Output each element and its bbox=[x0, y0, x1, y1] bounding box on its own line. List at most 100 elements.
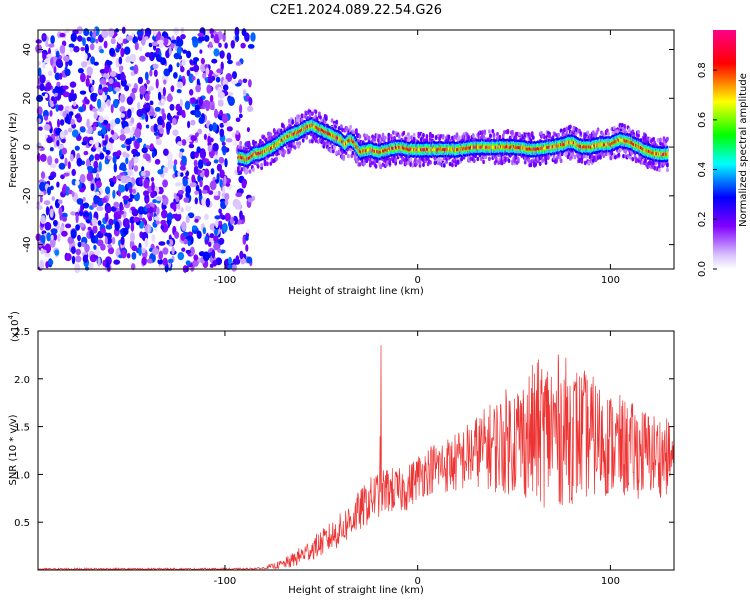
spectrogram-ridge-halo-cell bbox=[541, 158, 544, 163]
spectrogram-ridge-halo-cell bbox=[454, 160, 458, 166]
spectrogram-noise-cell bbox=[198, 251, 205, 257]
spectrogram-ridge-halo-cell bbox=[349, 124, 352, 130]
colorbar: 0.00.20.40.60.8 Normalized spectral ampl… bbox=[697, 30, 749, 277]
spectrogram-ridge-halo-cell bbox=[624, 149, 628, 154]
spectrogram-noise-cell bbox=[109, 47, 116, 57]
spectrogram-noise-cell bbox=[130, 106, 135, 113]
spectrogram-noise-cell bbox=[82, 254, 89, 263]
spectrogram-ridge-halo-cell bbox=[346, 153, 350, 159]
spectrogram-noise-cell bbox=[179, 98, 183, 109]
spectrogram-ridge-halo-cell bbox=[586, 130, 590, 135]
spectrogram-noise-cell bbox=[198, 189, 202, 197]
spectrogram-noise-cell bbox=[177, 202, 181, 210]
spectrogram-ridge-cell bbox=[253, 153, 256, 156]
spectrogram-ridge-cell bbox=[378, 150, 381, 154]
spectrogram-ridge-halo-cell bbox=[568, 124, 572, 129]
spectrogram-noise-cell bbox=[62, 111, 67, 118]
spectrogram-noise-cell bbox=[36, 152, 41, 162]
spectrogram-ridge-cell bbox=[556, 144, 559, 148]
spectrogram-noise-cell bbox=[156, 206, 160, 215]
spectrogram-ridge-halo-cell bbox=[476, 156, 480, 162]
spectrogram-noise-cell bbox=[79, 90, 87, 95]
spectrogram-noise-cell bbox=[50, 96, 56, 102]
spectrogram-noise-cell bbox=[152, 248, 159, 255]
spectrogram-noise-cell bbox=[62, 85, 69, 90]
spectrogram-noise-cell bbox=[112, 189, 116, 199]
spectrogram-ridge-halo-cell bbox=[437, 157, 440, 162]
spectrogram-noise-cell bbox=[102, 87, 109, 93]
spectrogram-ridge-cell bbox=[585, 145, 588, 149]
snr-x-ticks: -100 0 100 bbox=[214, 331, 620, 587]
spectrogram-noise-cell bbox=[222, 32, 226, 43]
spectrogram-noise-cell bbox=[84, 243, 90, 253]
spectrogram-ridge-cell bbox=[396, 146, 398, 150]
spectrogram-noise-cell bbox=[77, 68, 84, 74]
spectrogram-noise-cell bbox=[175, 195, 180, 203]
spectrogram-ridge-halo-cell bbox=[324, 116, 328, 121]
spectrogram-noise-cell bbox=[145, 153, 151, 162]
spectrogram-noise-cell bbox=[99, 49, 104, 54]
spectrogram-ridge-cell bbox=[651, 151, 654, 155]
spectrogram-noise-cell bbox=[136, 101, 141, 110]
spectrogram-ridge-halo-cell bbox=[392, 158, 395, 164]
spectrogram-noise-cell bbox=[204, 168, 210, 178]
spectrogram-ridge-halo-cell bbox=[260, 162, 263, 168]
spectrogram-ridge-halo-cell bbox=[282, 124, 285, 129]
spectrogram-ridge-halo-cell bbox=[573, 154, 577, 159]
spectrogram-noise-cell bbox=[161, 204, 167, 210]
spectrogram-noise-cell bbox=[145, 204, 151, 209]
spectrogram-noise-cell bbox=[235, 192, 243, 198]
spectrogram-ridge-cell bbox=[482, 145, 485, 149]
spectrogram-ridge-cell bbox=[636, 144, 639, 148]
spectrogram-ridge-cell bbox=[402, 146, 405, 150]
spectrogram-ridge-cell bbox=[524, 147, 527, 150]
spectrogram-ridge-cell bbox=[561, 143, 564, 147]
spectrogram-noise-cell bbox=[107, 27, 115, 38]
spectrogram-ridge-cell bbox=[312, 124, 315, 128]
spectrogram-ridge-halo-cell bbox=[342, 154, 346, 159]
spectrogram-ridge-halo-cell bbox=[659, 141, 662, 146]
spectrogram-noise-cell bbox=[74, 145, 80, 151]
snr-y-tick-label: 2.0 bbox=[14, 375, 30, 386]
spectrogram-ridge-cell bbox=[569, 141, 572, 145]
spectrogram-ridge-cell bbox=[583, 145, 586, 148]
spectrogram-noise-cell bbox=[207, 241, 212, 247]
spectrogram-noise-cell bbox=[155, 48, 159, 55]
spectrogram-noise-cell bbox=[230, 80, 238, 85]
spectrogram-ridge-halo-cell bbox=[308, 139, 312, 144]
spectrogram-noise-cell bbox=[215, 219, 219, 229]
spectrogram-ridge-halo-cell bbox=[498, 134, 502, 140]
spectrogram-noise-cell bbox=[40, 153, 47, 162]
spectrogram-ridge-cell bbox=[601, 142, 604, 146]
spectrogram-ridge-cell bbox=[346, 141, 348, 145]
spectrogram-noise-cell bbox=[78, 222, 85, 228]
spectrogram-ridge-cell bbox=[564, 142, 567, 146]
spectrogram-ridge-cell bbox=[557, 144, 560, 148]
spectrogram-noise-cell bbox=[93, 111, 98, 120]
spectrogram-noise-cell bbox=[209, 233, 215, 239]
spectrogram-noise-cell bbox=[97, 220, 102, 226]
spectrogram-noise-cell bbox=[235, 33, 239, 42]
spectrogram-ridge-halo-cell bbox=[614, 155, 617, 160]
spectrogram-ridge-halo-cell bbox=[484, 154, 488, 160]
spectrogram-noise-cell bbox=[146, 258, 153, 264]
spectrogram-noise-cell bbox=[65, 253, 72, 262]
spectrogram-noise-cell bbox=[212, 260, 218, 267]
spectrogram-noise-cell bbox=[127, 197, 133, 203]
spectrogram-noise-cell bbox=[165, 121, 171, 132]
spectrogram-ridge-cell bbox=[515, 146, 517, 149]
spectrogram-ridge-halo-cell bbox=[506, 129, 510, 134]
spectrogram-noise-cell bbox=[64, 157, 68, 167]
spectrogram-ridge-cell bbox=[652, 151, 655, 155]
spectrogram-noise-cell bbox=[119, 93, 126, 103]
spectrogram-ridge-halo-cell bbox=[451, 135, 454, 141]
spectrogram-ridge-cell bbox=[430, 148, 433, 152]
spectrogram-noise-cell bbox=[87, 125, 93, 135]
spectrogram-noise-cell bbox=[189, 59, 193, 64]
spectrogram-noise-cell bbox=[64, 68, 71, 77]
spectrogram-noise-cell bbox=[99, 152, 105, 160]
spectrogram-noise-cell bbox=[71, 168, 76, 177]
spectrogram-noise-cell bbox=[42, 51, 47, 61]
spectrogram-ridge-cell bbox=[562, 143, 565, 147]
spectrogram-noise-cell bbox=[218, 91, 225, 99]
